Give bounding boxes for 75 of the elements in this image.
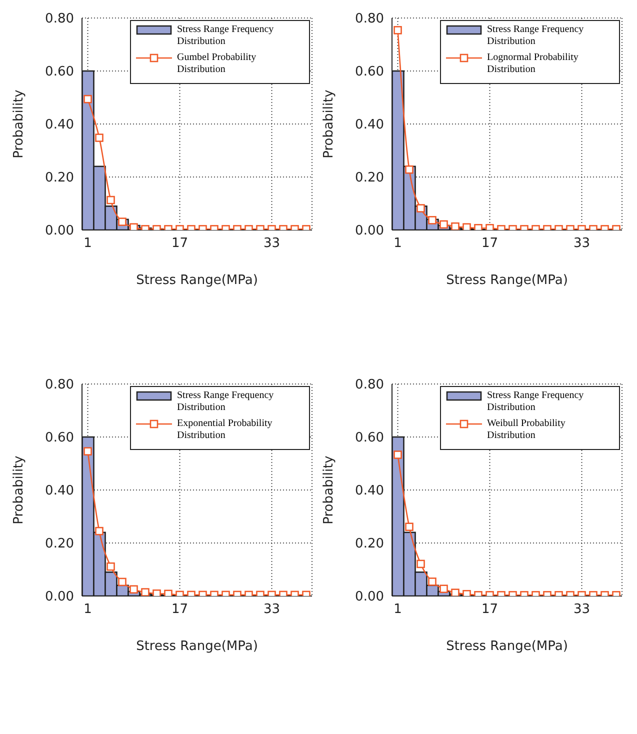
x-tick-label: 1 <box>84 602 92 618</box>
y-tick-label: 0.00 <box>355 224 384 239</box>
x-tick-label: 17 <box>171 236 188 252</box>
y-tick-label: 0.20 <box>355 170 384 186</box>
x-tick-label: 33 <box>573 602 590 618</box>
point <box>95 134 104 142</box>
y-tick-label: 0.60 <box>45 64 74 80</box>
point <box>118 578 126 586</box>
point <box>84 94 92 104</box>
y-tick-label: 0.40 <box>45 118 74 133</box>
point <box>451 222 460 230</box>
point <box>405 522 414 531</box>
x-tick-label: 1 <box>84 236 92 252</box>
point <box>152 589 161 596</box>
point <box>462 590 471 596</box>
x-tick-label: 33 <box>573 236 590 252</box>
point <box>440 220 448 229</box>
legend-label: Exponential Probability Distribution <box>177 418 274 442</box>
x-axis-title: Stress Range(MPa) <box>446 639 568 654</box>
point <box>130 585 138 594</box>
y-tick-label: 0.00 <box>45 590 74 605</box>
y-axis-title: Probability <box>322 89 337 158</box>
y-tick-label: 0.40 <box>45 484 74 499</box>
y-tick-label: 0.40 <box>355 118 384 133</box>
point <box>416 204 425 212</box>
y-tick-label: 0.40 <box>355 484 384 499</box>
y-tick-label: 0.20 <box>45 536 74 552</box>
point <box>164 590 172 596</box>
point <box>141 588 150 596</box>
y-axis-title: Probability <box>322 455 337 524</box>
point <box>462 223 471 230</box>
legend-label: Stress Range Frequency Distribution <box>487 390 585 414</box>
point <box>451 588 460 596</box>
point <box>106 562 115 571</box>
point <box>84 447 92 456</box>
y-tick-label: 0.00 <box>45 224 74 239</box>
x-axis-title: Stress Range(MPa) <box>136 273 258 288</box>
x-tick-label: 33 <box>263 236 280 252</box>
y-tick-label: 0.60 <box>45 430 74 446</box>
x-tick-label: 1 <box>394 602 402 618</box>
legend-label: Weibull Probability Distribution <box>487 418 566 442</box>
legend-label: Stress Range Frequency Distribution <box>177 24 275 48</box>
y-tick-label: 0.60 <box>355 430 384 446</box>
y-axis-title: Probability <box>12 455 27 524</box>
legend-label: Gumbel Probability Distribution <box>177 52 258 76</box>
x-tick-label: 33 <box>263 602 280 618</box>
point <box>394 26 402 34</box>
y-tick-label: 0.80 <box>45 12 74 27</box>
legend-label: Stress Range Frequency Distribution <box>177 390 275 414</box>
x-axis-title: Stress Range(MPa) <box>446 273 568 288</box>
x-tick-label: 17 <box>481 602 498 618</box>
point <box>106 196 115 204</box>
y-tick-label: 0.20 <box>45 170 74 186</box>
legend-label: Stress Range Frequency Distribution <box>487 24 585 48</box>
y-axis-title: Probability <box>12 89 27 158</box>
y-tick-label: 0.80 <box>45 378 74 393</box>
point <box>95 526 104 536</box>
legend-label: Lognormal Probability Distribution <box>487 52 580 76</box>
y-tick-label: 0.60 <box>355 64 384 80</box>
x-tick-label: 17 <box>171 602 188 618</box>
point <box>486 224 494 230</box>
point <box>416 560 425 568</box>
y-tick-label: 0.80 <box>355 12 384 27</box>
point <box>130 223 138 230</box>
y-tick-label: 0.00 <box>355 590 384 605</box>
x-axis-title: Stress Range(MPa) <box>136 639 258 654</box>
x-tick-label: 17 <box>481 236 498 252</box>
y-tick-label: 0.80 <box>355 378 384 393</box>
x-tick-label: 1 <box>394 236 402 252</box>
point <box>440 584 448 593</box>
point <box>405 165 414 174</box>
point <box>394 450 402 459</box>
point <box>428 578 436 586</box>
point <box>474 224 482 230</box>
y-tick-label: 0.20 <box>355 536 384 552</box>
